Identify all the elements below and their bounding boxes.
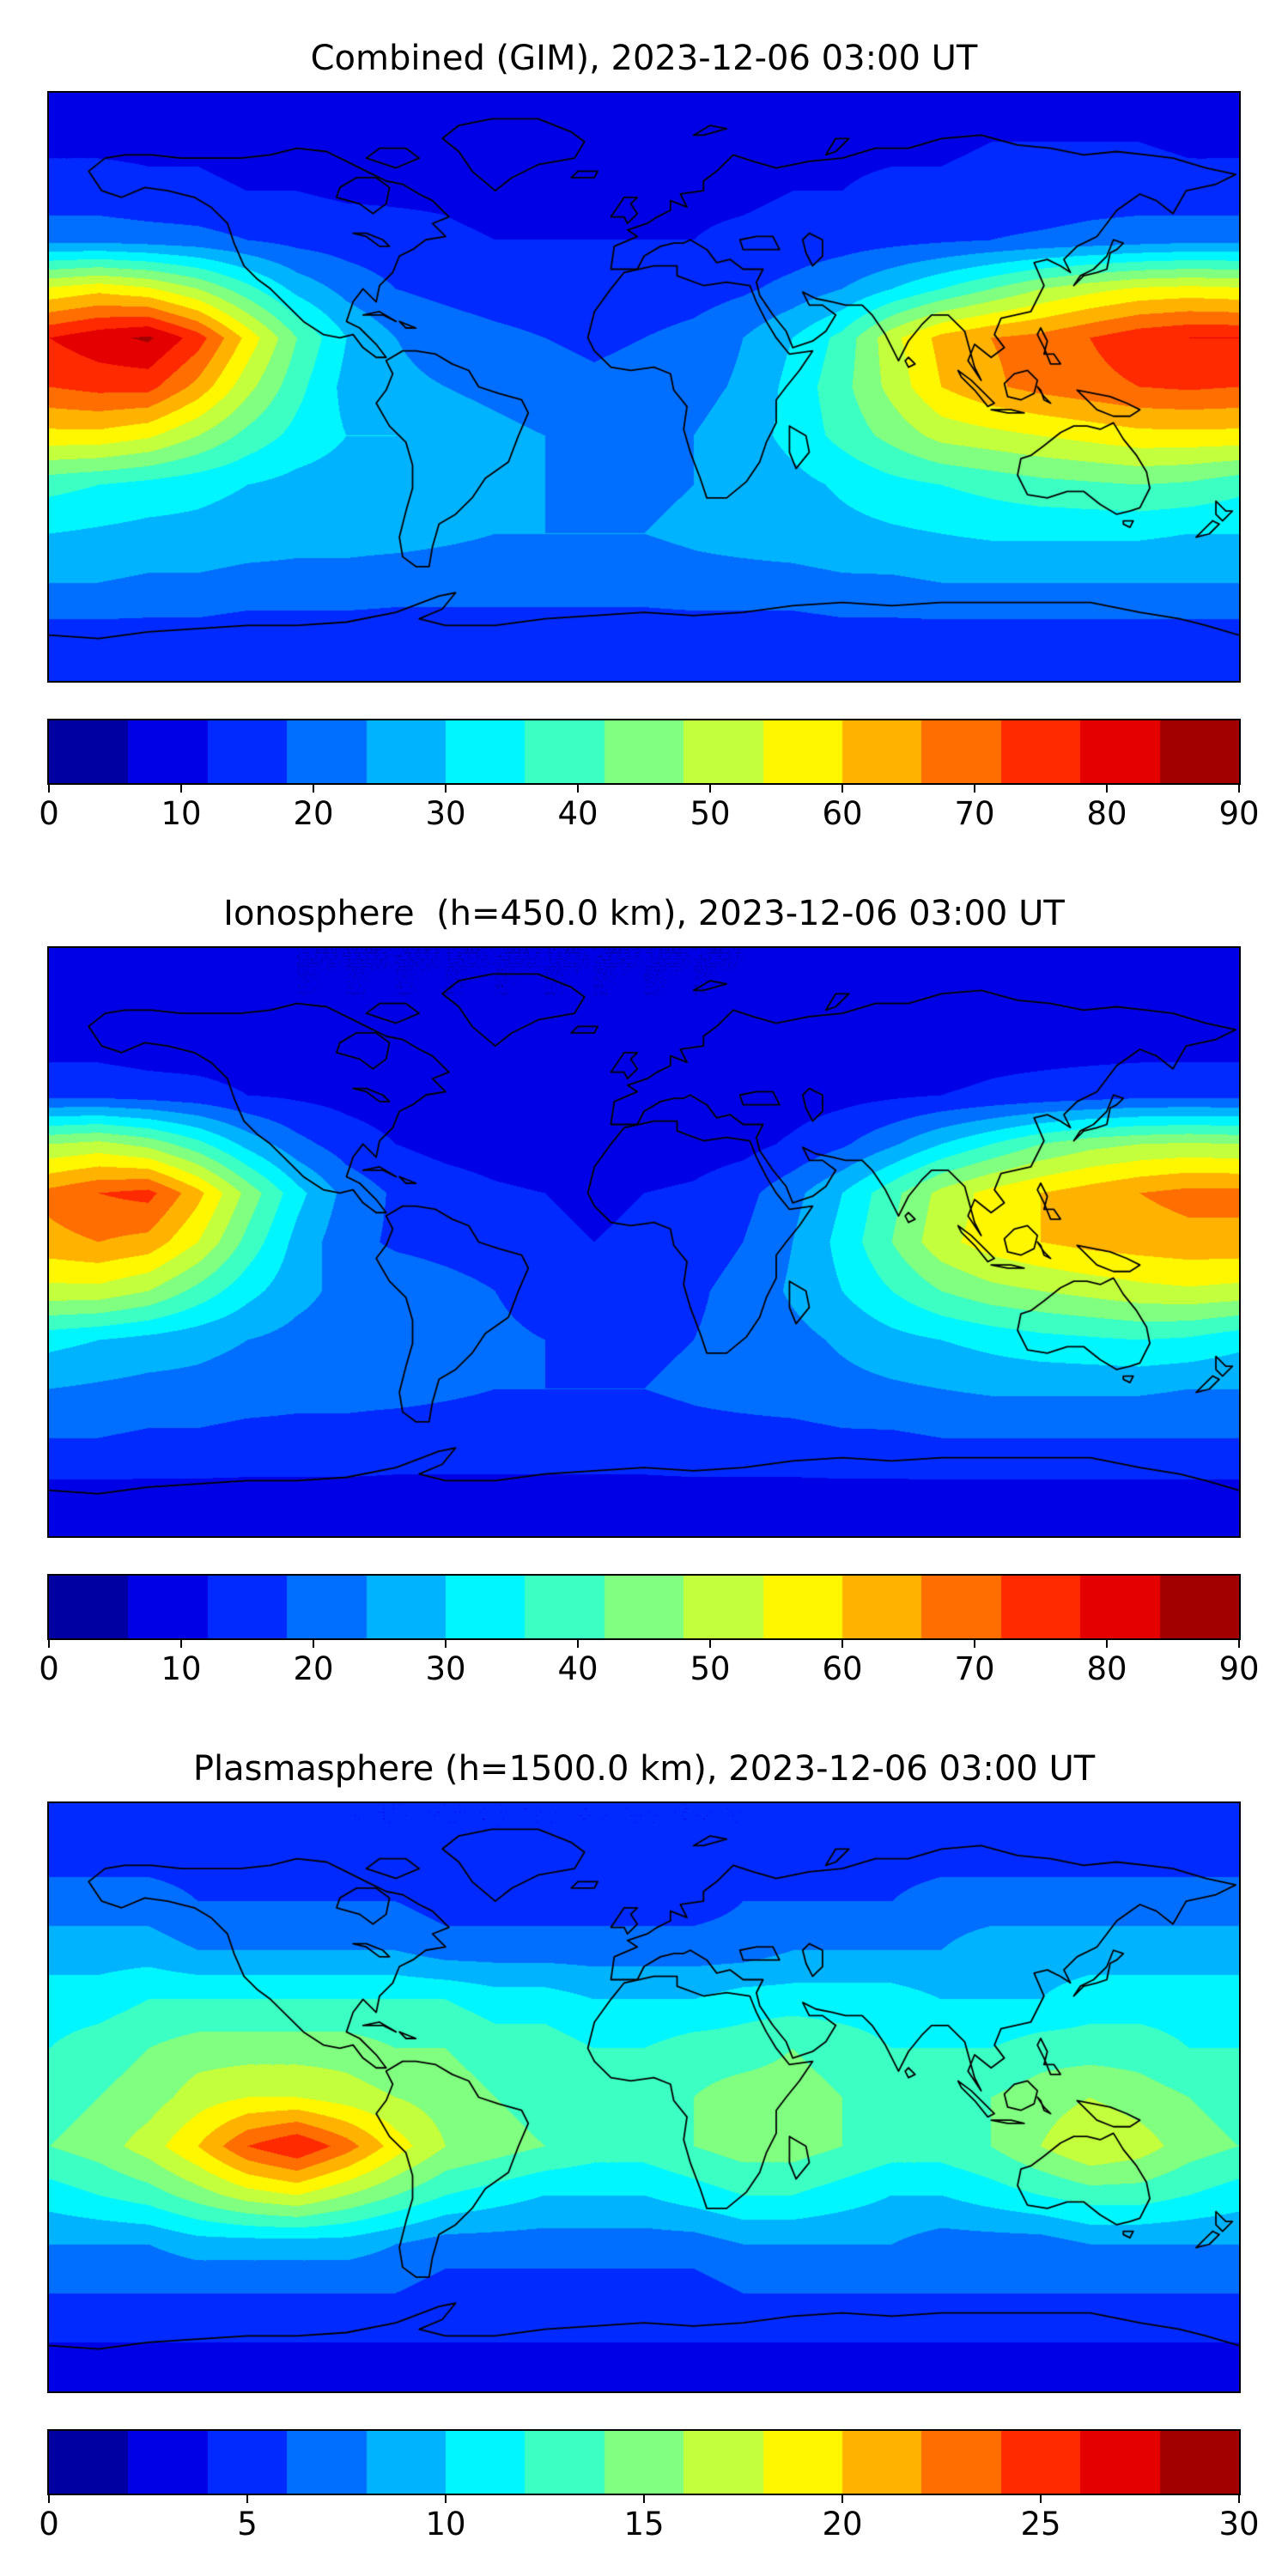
colorbar-tick-label: 60 <box>822 1650 863 1687</box>
panel-plasmasphere: Plasmasphere (h=1500.0 km), 2023-12-06 0… <box>39 1745 1260 2549</box>
colorbar-tick-mark <box>643 2495 645 2503</box>
colorbar-tick-mark <box>841 2495 843 2503</box>
colorbar-tick-label: 25 <box>1020 2506 1061 2543</box>
colorbar-tick-label: 15 <box>623 2506 665 2543</box>
colorbar-tick-mark <box>577 785 579 793</box>
panel-combined-gim: Combined (GIM), 2023-12-06 03:00 UT 0 10 2… <box>39 34 1260 838</box>
colorbar-tick-mark <box>577 1640 579 1648</box>
panel-title: Plasmasphere (h=1500.0 km), 2023-12-06 0… <box>192 1749 1096 1789</box>
colorbar-tick-mark <box>709 785 711 793</box>
colorbar-tick-mark <box>313 1640 314 1648</box>
colorbar-tick-mark <box>48 785 50 793</box>
colorbar-tick-label: 40 <box>557 1650 598 1687</box>
colorbar-ticks: 0 5 10 15 20 25 30 <box>39 2495 1260 2549</box>
colorbar-tick-mark <box>1238 1640 1240 1648</box>
colorbar-tick-label: 0 <box>39 2506 59 2543</box>
colorbar-tick-label: 30 <box>1218 2506 1260 2543</box>
colorbar-tick-label: 30 <box>425 795 466 832</box>
map-frame <box>47 91 1241 683</box>
colorbar-tick-mark <box>313 785 314 793</box>
colorbar-ticks: 0 10 20 30 40 50 60 70 80 90 <box>39 785 1260 838</box>
colorbar-tick-mark <box>1238 785 1240 793</box>
colorbar-tick-label: 50 <box>690 1650 731 1687</box>
colorbar-canvas <box>49 720 1239 783</box>
colorbar-frame <box>47 719 1241 785</box>
colorbar-tick-label: 5 <box>237 2506 258 2543</box>
colorbar-tick-label: 20 <box>822 2506 863 2543</box>
colorbar-tick-mark <box>180 1640 182 1648</box>
colorbar-tick-label: 20 <box>293 795 334 832</box>
panel-ionosphere: Ionosphere (h=450.0 km), 2023-12-06 03:0… <box>39 890 1260 1693</box>
colorbar-tick-label: 10 <box>161 795 202 832</box>
colorbar-tick-label: 70 <box>954 795 995 832</box>
colorbar-frame <box>47 2429 1241 2495</box>
colorbar-tick-mark <box>974 785 975 793</box>
colorbar-tick-mark <box>445 1640 447 1648</box>
colorbar-tick-label: 50 <box>690 795 731 832</box>
tec-map-canvas <box>49 93 1239 681</box>
colorbar-tick-mark <box>180 785 182 793</box>
colorbar-canvas <box>49 2431 1239 2494</box>
colorbar-tick-label: 40 <box>557 795 598 832</box>
colorbar-tick-label: 90 <box>1218 795 1260 832</box>
colorbar-tick-mark <box>1106 1640 1108 1648</box>
colorbar-tick-label: 90 <box>1218 1650 1260 1687</box>
colorbar-tick-mark <box>709 1640 711 1648</box>
colorbar-tick-label: 0 <box>39 795 59 832</box>
colorbar-tick-label: 80 <box>1086 1650 1127 1687</box>
colorbar-tick-label: 20 <box>293 1650 334 1687</box>
colorbar-tick-label: 10 <box>161 1650 202 1687</box>
colorbar-frame <box>47 1574 1241 1640</box>
tec-map-canvas <box>49 948 1239 1536</box>
colorbar-tick-label: 70 <box>954 1650 995 1687</box>
colorbar-tick-mark <box>841 785 843 793</box>
colorbar-tick-mark <box>48 2495 50 2503</box>
colorbar-tick-mark <box>1238 2495 1240 2503</box>
colorbar-tick-mark <box>1040 2495 1042 2503</box>
colorbar-tick-label: 0 <box>39 1650 59 1687</box>
colorbar-tick-label: 80 <box>1086 795 1127 832</box>
panel-title: Combined (GIM), 2023-12-06 03:00 UT <box>310 39 978 78</box>
colorbar-tick-mark <box>841 1640 843 1648</box>
colorbar-tick-mark <box>445 785 447 793</box>
colorbar-tick-mark <box>1106 785 1108 793</box>
colorbar-canvas <box>49 1576 1239 1638</box>
colorbar-tick-label: 60 <box>822 795 863 832</box>
colorbar-tick-label: 10 <box>425 2506 466 2543</box>
colorbar-tick-mark <box>445 2495 447 2503</box>
colorbar-tick-mark <box>974 1640 975 1648</box>
colorbar-ticks: 0 10 20 30 40 50 60 70 80 90 <box>39 1640 1260 1693</box>
map-frame <box>47 1801 1241 2393</box>
map-frame <box>47 946 1241 1538</box>
colorbar-tick-mark <box>48 1640 50 1648</box>
tec-map-canvas <box>49 1803 1239 2391</box>
panel-title: Ionosphere (h=450.0 km), 2023-12-06 03:0… <box>223 894 1065 933</box>
colorbar-tick-mark <box>246 2495 248 2503</box>
colorbar-tick-label: 30 <box>425 1650 466 1687</box>
